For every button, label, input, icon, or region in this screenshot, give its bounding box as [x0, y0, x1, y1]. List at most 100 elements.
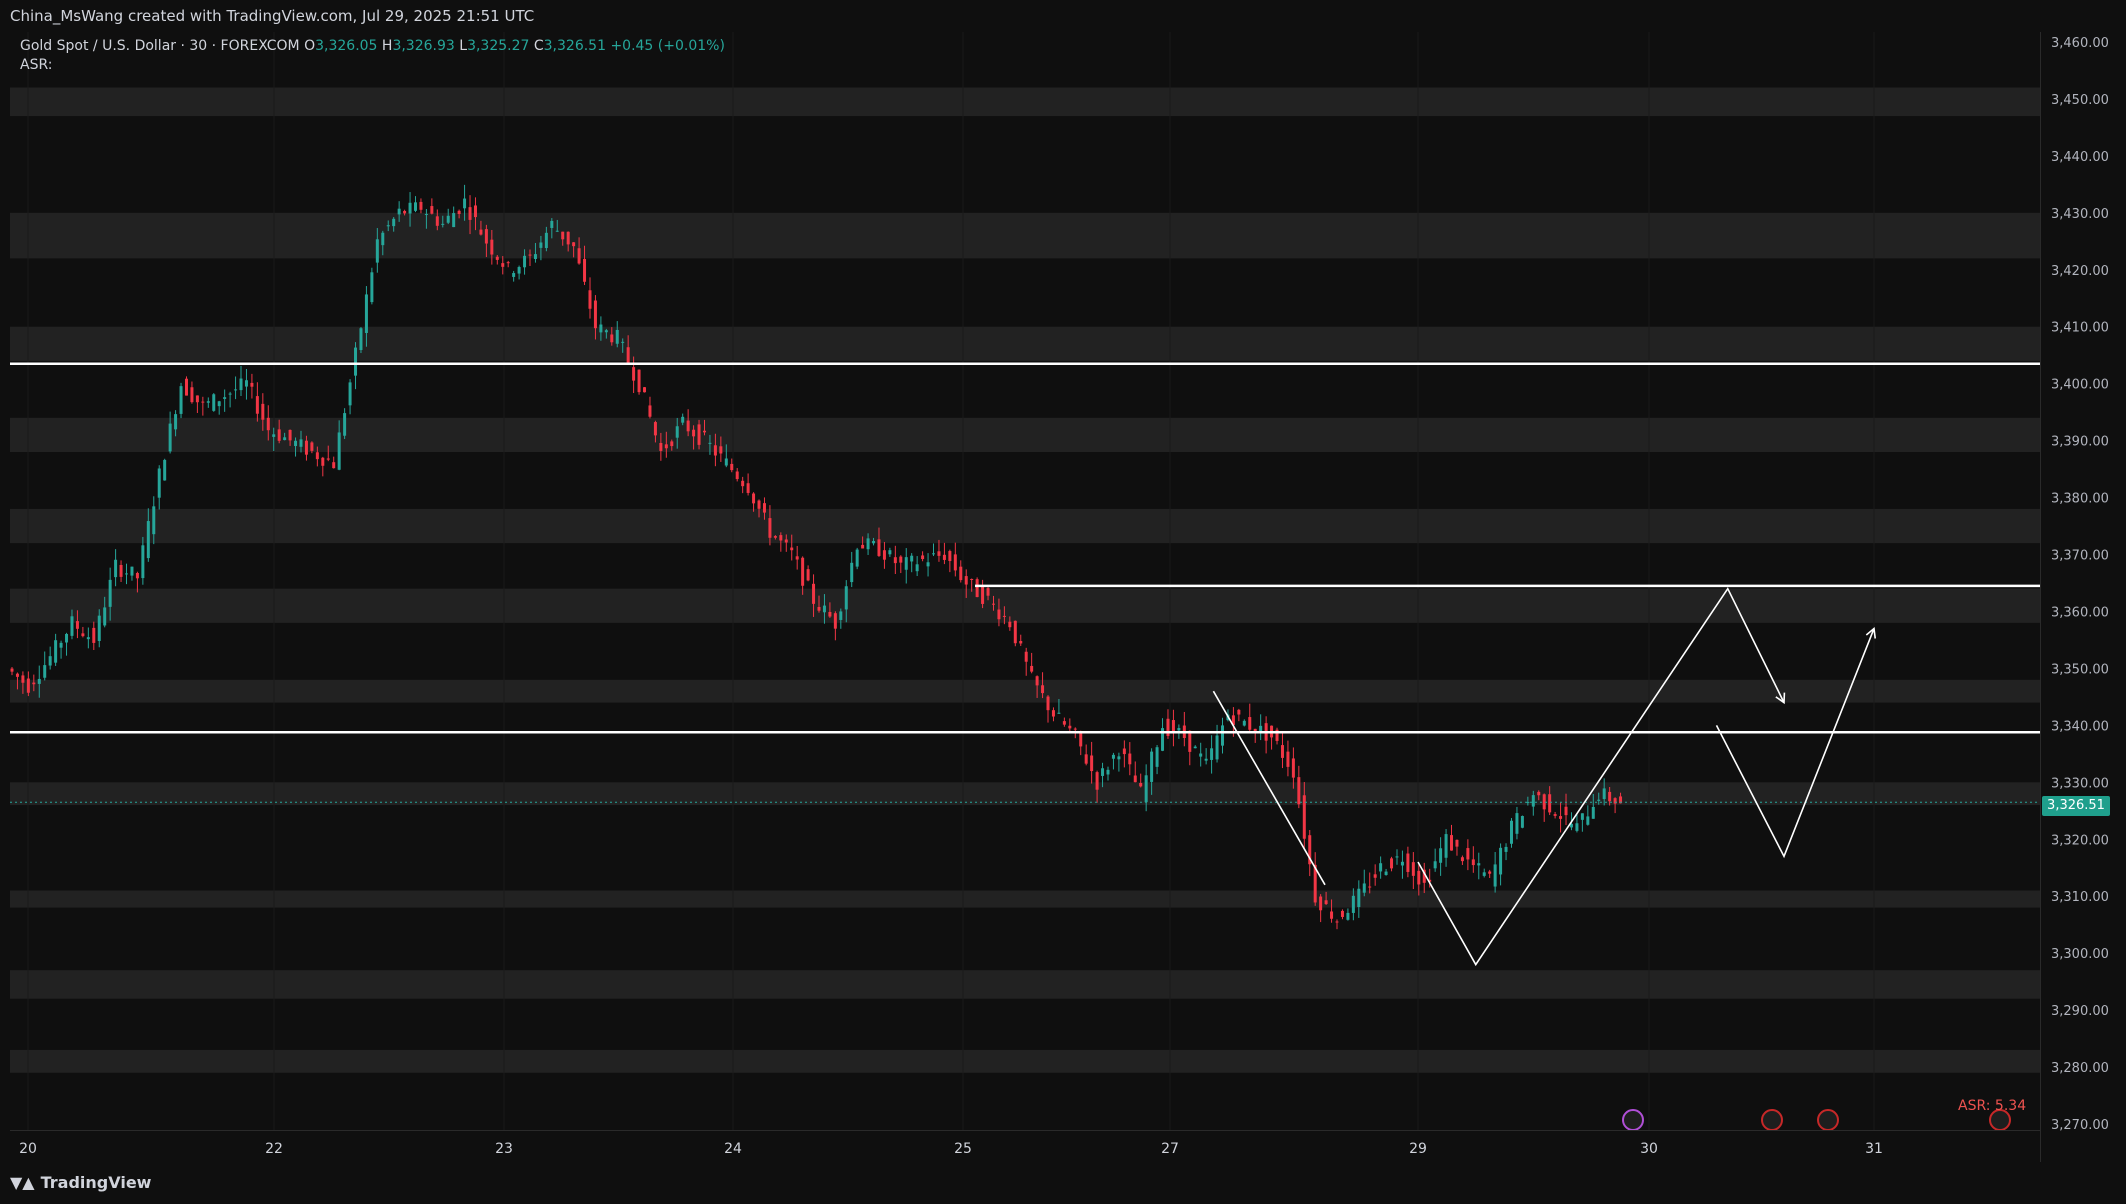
candle-body — [1569, 823, 1573, 828]
price-tick-label: 3,270.00 — [2051, 1118, 2109, 1133]
candle-body — [1002, 615, 1006, 617]
tradingview-logo[interactable]: ▼▲ TradingView — [10, 1173, 151, 1192]
candle-body — [190, 387, 194, 403]
candle-body — [1073, 728, 1077, 730]
candle-body — [664, 444, 668, 449]
candle-body — [839, 611, 843, 620]
candle-body — [822, 605, 826, 613]
candle-body — [986, 588, 990, 596]
candle-body — [566, 231, 570, 245]
candle-body — [970, 579, 974, 581]
candle-body — [348, 382, 352, 406]
time-tick-label: 27 — [1161, 1141, 1179, 1157]
candle-body — [942, 554, 946, 560]
candle-body — [141, 545, 145, 579]
candle-body — [1368, 886, 1372, 888]
candle-body — [1319, 896, 1323, 911]
candle-body — [1155, 747, 1159, 767]
candle-body — [1362, 883, 1366, 893]
lightning-event-icon[interactable] — [1622, 1109, 1644, 1130]
candle-body — [1379, 863, 1383, 872]
us-flag-event-icon[interactable] — [1817, 1109, 1839, 1130]
candle-body — [708, 442, 712, 444]
candle-body — [757, 500, 761, 509]
candle-body — [1106, 769, 1110, 775]
candle-body — [866, 538, 870, 550]
candle-body — [991, 603, 995, 605]
time-axis[interactable]: 20 22 23 24 25 27 29 30 31 — [10, 1130, 2040, 1163]
time-tick-label: 30 — [1640, 1141, 1658, 1157]
candle-body — [119, 564, 123, 577]
candle-body — [1542, 794, 1546, 810]
candle-body — [588, 290, 592, 309]
candle-body — [277, 429, 281, 441]
price-tick-label: 3,330.00 — [2051, 776, 2109, 791]
symbol-name[interactable]: Gold Spot / U.S. Dollar · 30 · FOREXCOM — [20, 38, 300, 54]
candle-body — [1477, 863, 1481, 866]
candle-body — [1400, 861, 1404, 866]
price-band — [10, 679, 2040, 703]
asr-indicator-label[interactable]: ASR: — [20, 57, 53, 73]
candle-body — [1275, 729, 1279, 741]
candle-body — [217, 401, 221, 407]
chart-pane[interactable] — [10, 32, 2040, 1130]
candle-body — [1373, 874, 1377, 878]
time-tick-label: 29 — [1409, 1141, 1427, 1157]
candle-body — [1199, 753, 1203, 757]
candle-body — [266, 417, 270, 431]
top-bar: China_MsWang created with TradingView.co… — [0, 0, 2126, 32]
candle-body — [506, 262, 510, 264]
candle-body — [1215, 735, 1219, 760]
candle-body — [65, 633, 69, 643]
candle-body — [959, 566, 963, 581]
candle-body — [1051, 710, 1055, 717]
price-tick-label: 3,340.00 — [2051, 719, 2109, 734]
us-flag-event-icon[interactable] — [1989, 1109, 2011, 1130]
candle-body — [1041, 685, 1045, 694]
candle-body — [1613, 798, 1617, 804]
candle-body — [1346, 912, 1350, 920]
candle-body — [1308, 835, 1312, 865]
candle-body — [953, 554, 957, 571]
candle-body — [1439, 848, 1443, 863]
candle-body — [1161, 728, 1165, 751]
chart-canvas[interactable] — [10, 32, 2040, 1130]
candle-body — [1351, 895, 1355, 913]
candle-body — [724, 458, 728, 466]
candle-body — [408, 202, 412, 214]
candle-body — [681, 416, 685, 423]
candle-body — [795, 556, 799, 560]
price-band — [10, 782, 2040, 806]
price-band — [10, 326, 2040, 361]
price-axis[interactable]: 3,460.00 3,450.00 3,440.00 3,430.00 3,420.00… — [2040, 32, 2126, 1162]
candle-body — [1335, 921, 1339, 923]
candle-body — [1520, 816, 1524, 828]
candle-body — [517, 267, 521, 274]
candle-body — [1280, 745, 1284, 758]
candle-body — [773, 536, 777, 538]
candle-body — [1471, 859, 1475, 866]
candle-body — [599, 324, 603, 333]
candle-body — [1242, 720, 1246, 726]
candle-body — [424, 213, 428, 215]
candle-body — [1291, 758, 1295, 778]
candle-body — [1597, 799, 1601, 801]
candle-body — [315, 452, 319, 460]
candle-body — [779, 535, 783, 541]
candle-body — [801, 557, 805, 586]
candle-body — [163, 459, 167, 481]
candle-body — [686, 420, 690, 432]
candle-body — [1259, 725, 1263, 733]
candle-body — [981, 586, 985, 604]
candle-body — [54, 640, 58, 663]
candle-body — [1575, 823, 1579, 831]
us-flag-event-icon[interactable] — [1761, 1109, 1783, 1130]
candle-body — [741, 480, 745, 487]
chart-credit: China_MsWang created with TradingView.co… — [10, 7, 535, 25]
candle-body — [1068, 725, 1072, 729]
candle-body — [604, 330, 608, 333]
candle-body — [1493, 864, 1497, 887]
price-tick-label: 3,390.00 — [2051, 435, 2109, 450]
price-tick-label: 3,450.00 — [2051, 93, 2109, 108]
candle-body — [1509, 820, 1513, 844]
